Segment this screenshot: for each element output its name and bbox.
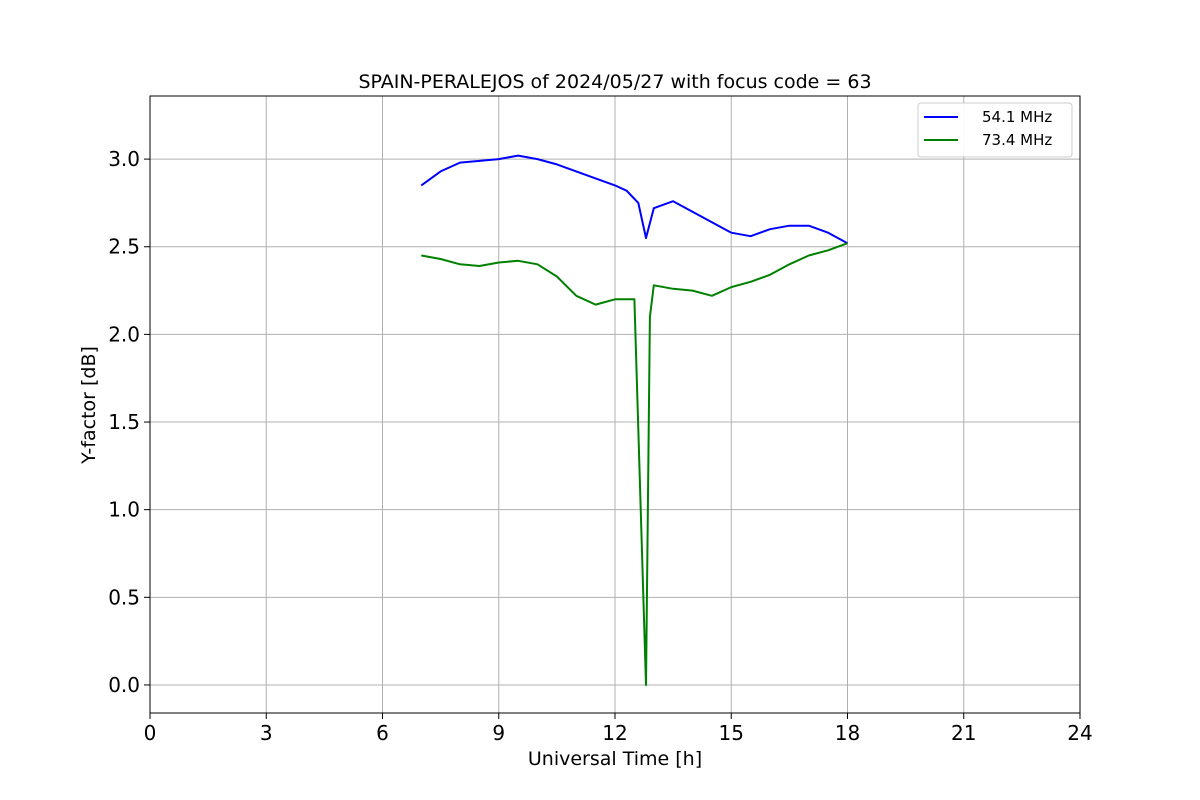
y-tick-label: 0.0 [108, 673, 140, 697]
x-tick-label: 18 [835, 721, 860, 745]
y-tick-label: 1.0 [108, 498, 140, 522]
x-tick-label: 9 [492, 721, 505, 745]
y-tick-label: 2.0 [108, 322, 140, 346]
ticks: 0 3 6 9 12 15 18 21 24 0.0 0.5 1.0 1.5 2.0 2.5 3.0 [108, 147, 1093, 745]
x-tick-label: 15 [719, 721, 744, 745]
legend-label-54-1-mhz: 54.1 MHz [982, 108, 1052, 126]
legend-label-73-4-mhz: 73.4 MHz [982, 131, 1052, 149]
series-line-54-1-mhz [420, 154, 848, 245]
y-tick-label: 0.5 [108, 585, 140, 609]
y-axis-label: Y-factor [dB] [78, 346, 100, 465]
x-axis-label: Universal Time [h] [528, 748, 702, 770]
x-tick-label: 0 [144, 721, 157, 745]
x-tick-label: 6 [376, 721, 389, 745]
series-layer [420, 154, 848, 686]
y-tick-label: 3.0 [108, 147, 140, 171]
y-tick-label: 1.5 [108, 410, 140, 434]
x-tick-label: 24 [1067, 721, 1092, 745]
legend: 54.1 MHz 73.4 MHz [917, 102, 1073, 158]
series-line-73-4-mhz [421, 242, 848, 686]
y-tick-label: 2.5 [108, 235, 140, 259]
x-tick-label: 21 [951, 721, 976, 745]
x-tick-label: 12 [602, 721, 627, 745]
chart-title: SPAIN-PERALEJOS of 2024/05/27 with focus… [358, 71, 871, 93]
x-tick-label: 3 [260, 721, 273, 745]
